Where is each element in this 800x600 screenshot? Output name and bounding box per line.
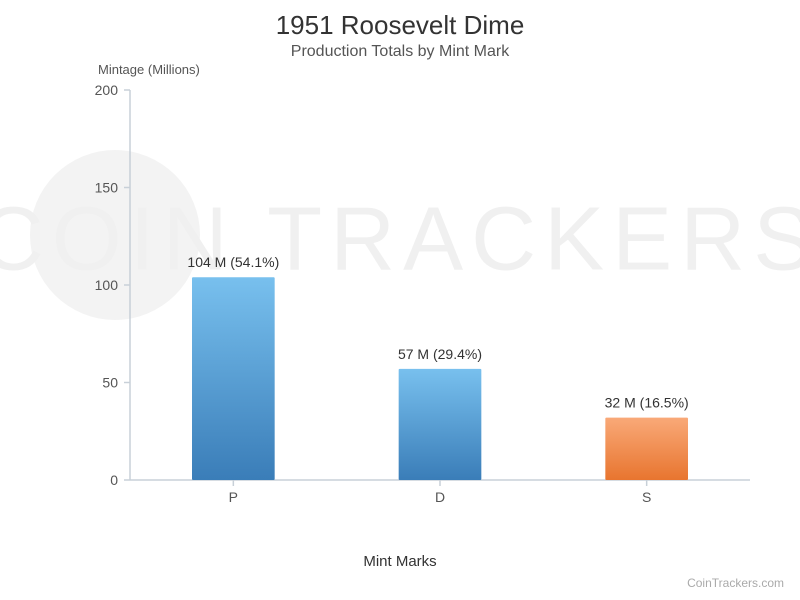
- bar-chart: 1951 Roosevelt Dime Production Totals by…: [0, 0, 800, 600]
- y-tick-label: 150: [95, 180, 119, 196]
- chart-subtitle: Production Totals by Mint Mark: [0, 43, 800, 61]
- bar-label-D: 57 M (29.4%): [398, 346, 482, 362]
- y-tick-label: 200: [95, 82, 119, 98]
- y-tick-label: 50: [102, 375, 118, 391]
- x-tick-label-D: D: [435, 489, 445, 505]
- bar-D: [399, 369, 482, 480]
- bar-S: [605, 418, 688, 480]
- attribution-text: CoinTrackers.com: [687, 576, 784, 590]
- y-tick-label: 100: [95, 277, 119, 293]
- chart-title: 1951 Roosevelt Dime: [0, 10, 800, 41]
- bar-label-P: 104 M (54.1%): [187, 254, 279, 270]
- y-tick-label: 0: [110, 472, 118, 488]
- x-tick-label-S: S: [642, 489, 651, 505]
- y-axis-title: Mintage (Millions): [98, 62, 200, 77]
- bar-P: [192, 277, 275, 480]
- x-axis-title: Mint Marks: [0, 553, 800, 570]
- bar-label-S: 32 M (16.5%): [605, 395, 689, 411]
- x-tick-label-P: P: [229, 489, 238, 505]
- plot-area: 0 50 100 150 200 104 M (54.1%) P 57 M (29.4%) D 3…: [90, 80, 760, 510]
